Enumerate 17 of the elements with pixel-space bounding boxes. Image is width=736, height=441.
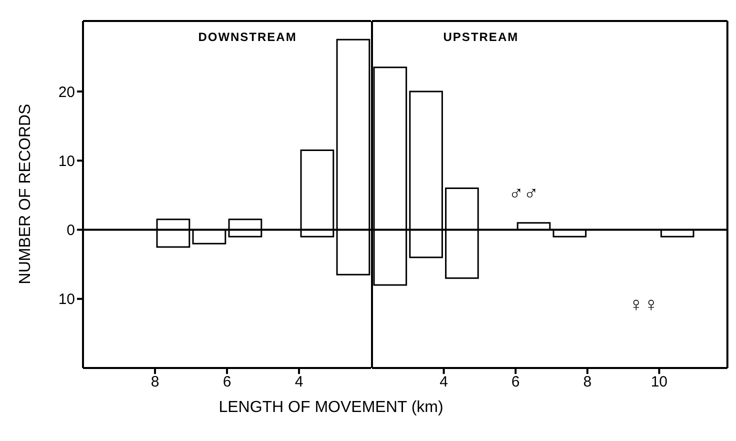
series-label: ♂♂ xyxy=(508,182,539,206)
x-axis-title: LENGTH OF MOVEMENT (km) xyxy=(218,399,444,417)
x-tick-label: 8 xyxy=(583,374,592,391)
text: ♀♀ xyxy=(628,294,659,317)
annotation: UPSTREAM xyxy=(443,30,519,44)
x-tick-label: 4 xyxy=(440,374,448,391)
x-tick-label: 10 xyxy=(650,374,668,391)
x-tick-label: 4 xyxy=(294,374,304,391)
y-tick-label: 20 xyxy=(58,84,75,101)
y-tick-label: 0 xyxy=(66,222,75,240)
annotation: DOWNSTREAM xyxy=(198,30,297,44)
x-tick-label: 6 xyxy=(222,374,232,391)
y-tick-label: 10 xyxy=(58,291,75,308)
x-tick-label: 6 xyxy=(511,374,520,391)
x-tick-label: 8 xyxy=(150,374,160,391)
y-tick-label: 10 xyxy=(58,152,75,170)
y-axis-title: NUMBER OF RECORDS xyxy=(17,104,35,284)
